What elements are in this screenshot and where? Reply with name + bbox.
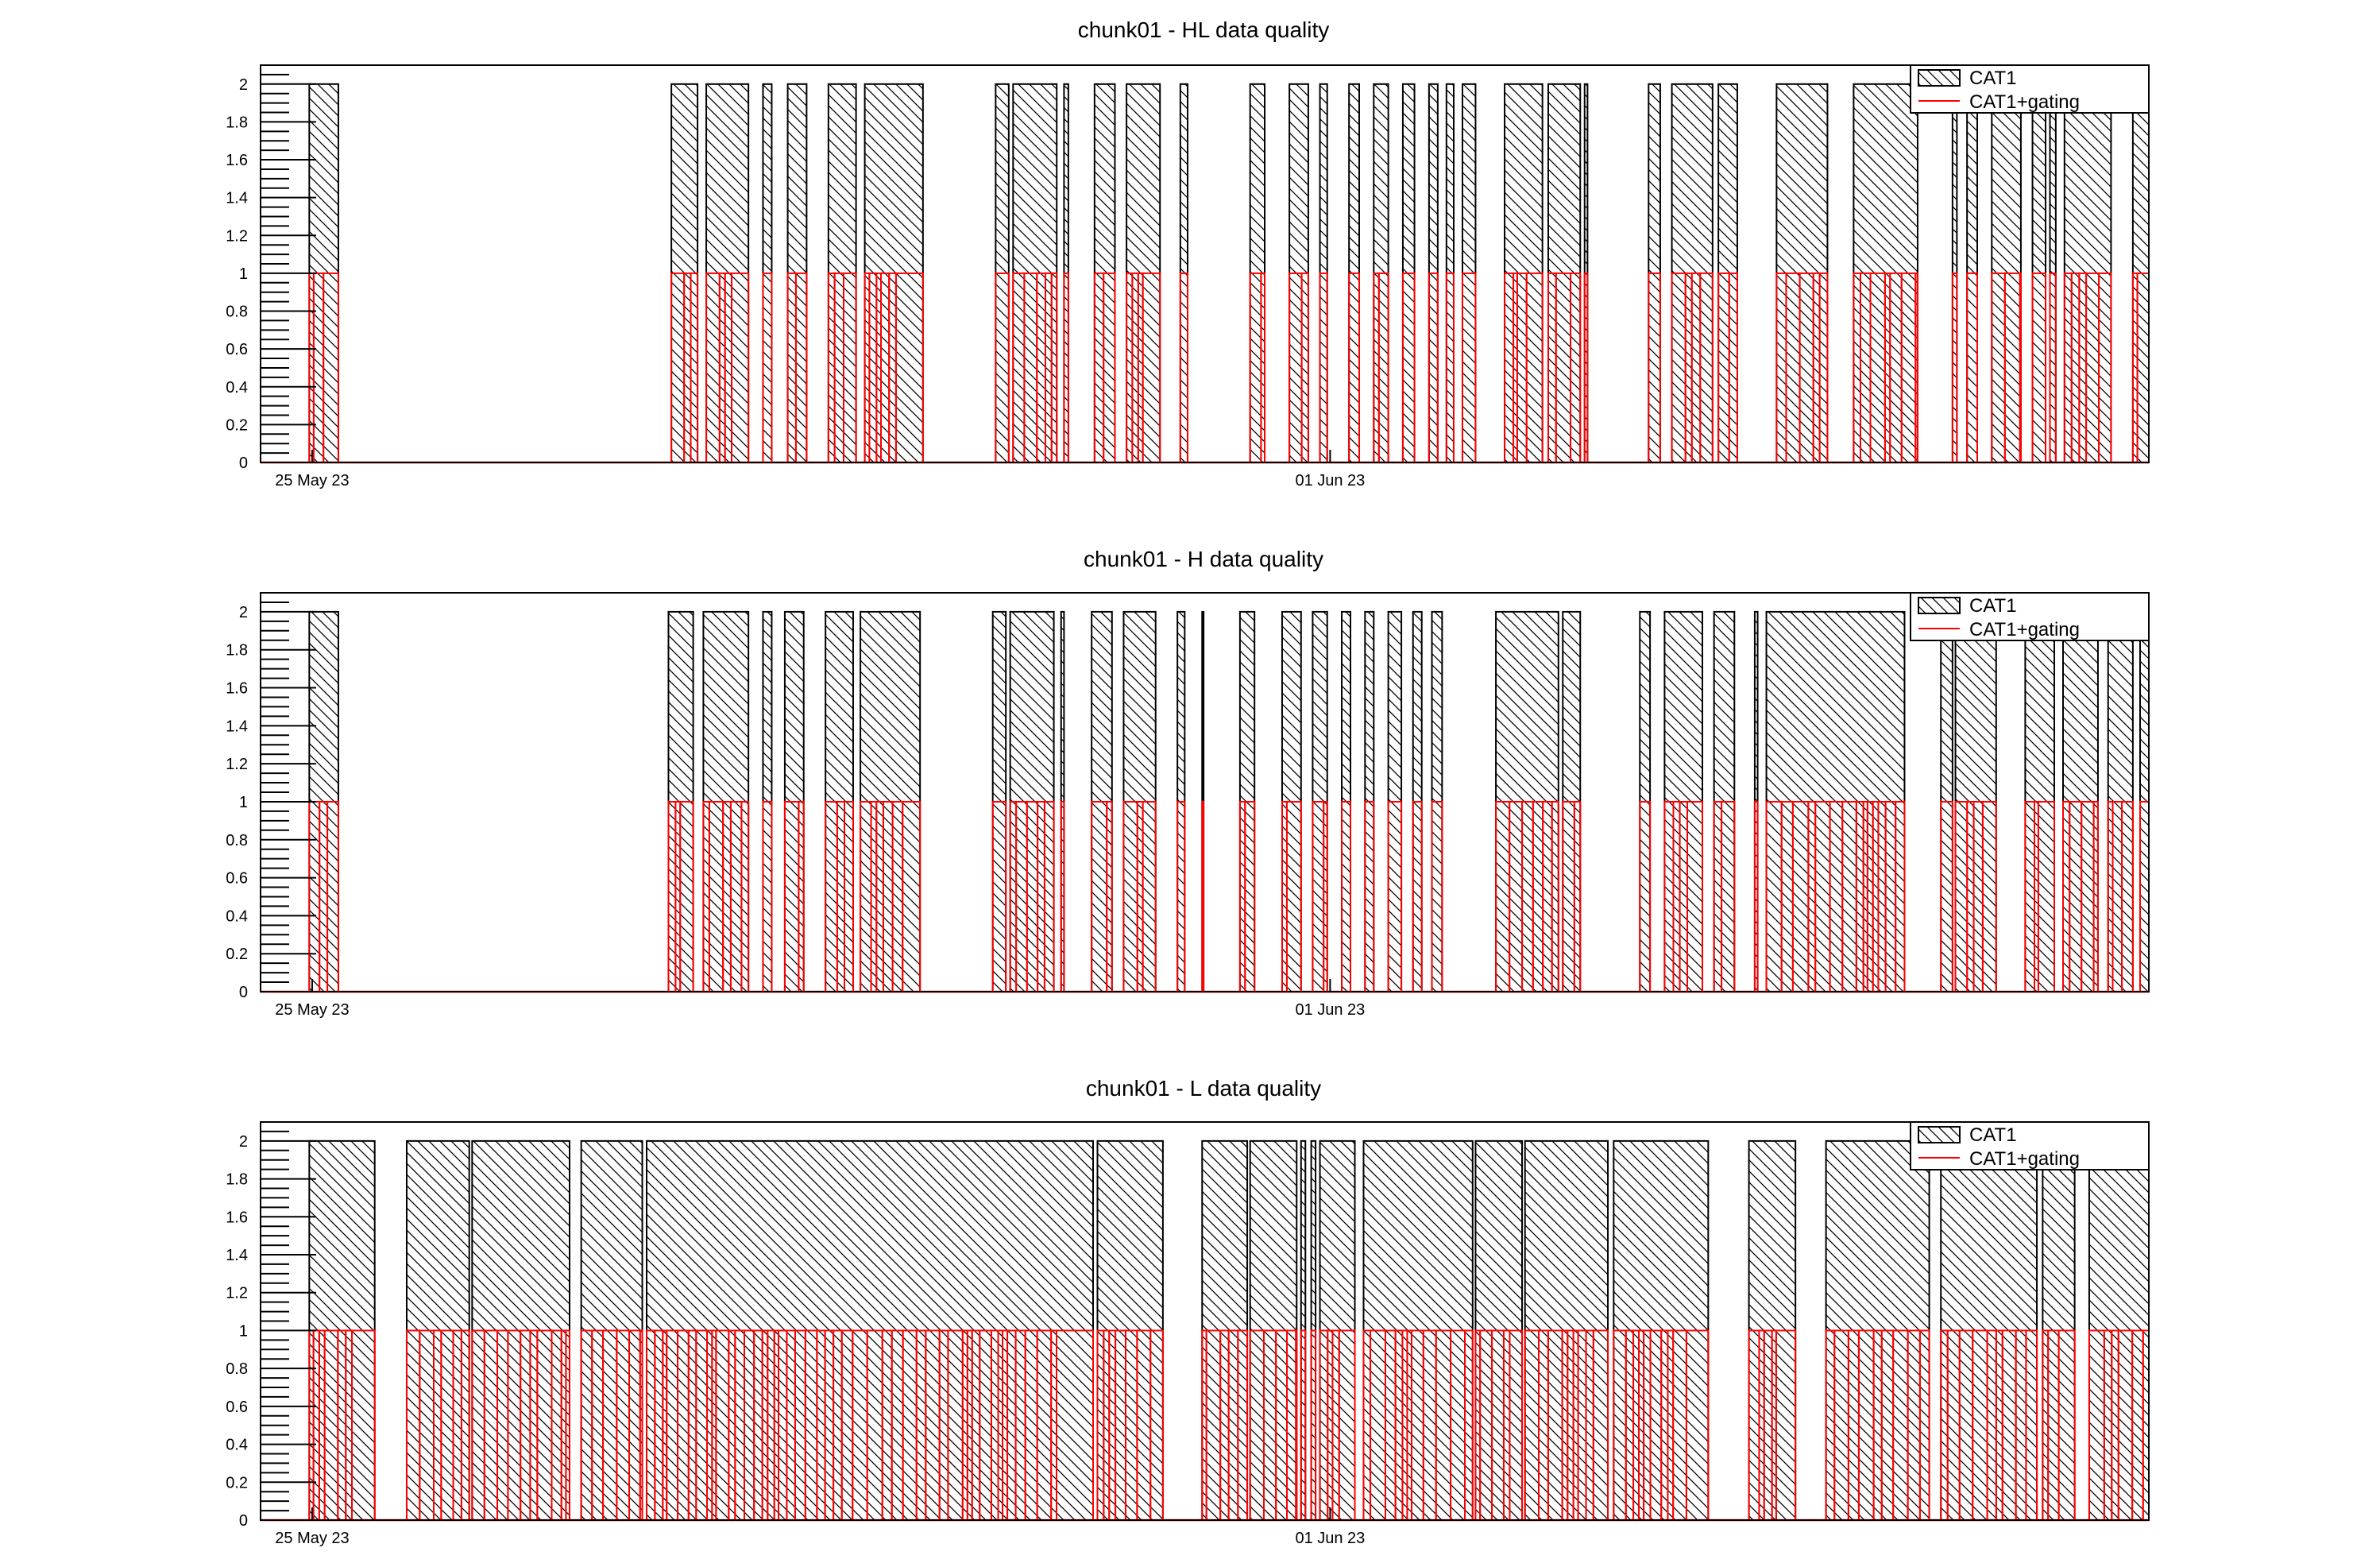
legend-box bbox=[1910, 1121, 2150, 1170]
x-tick-label: 25 May 23 bbox=[275, 1001, 349, 1019]
legend-swatch-cat1 bbox=[1918, 69, 1961, 87]
y-tick-label: 2 bbox=[239, 76, 248, 94]
y-tick-label: 0.4 bbox=[226, 1437, 248, 1454]
y-tick-label: 0.6 bbox=[226, 1399, 248, 1416]
axes: 0 0.2 0.4 0.6 0.8 1 1.2 1.4 1.6 1.8 2 25 May 23 01 J… bbox=[226, 592, 2150, 1019]
legend: CAT1 CAT1+gating bbox=[1910, 592, 2150, 641]
y-tick-label: 1.4 bbox=[226, 718, 248, 735]
y-tick-label: 2 bbox=[239, 604, 248, 621]
y-tick-label: 1.8 bbox=[226, 642, 248, 660]
chart-title: chunk01 - HL data quality bbox=[1078, 17, 1330, 42]
y-tick-label: 0.6 bbox=[226, 341, 248, 358]
y-tick-label: 1 bbox=[239, 1322, 248, 1340]
y-tick-label: 0 bbox=[239, 984, 248, 1001]
x-tick-label: 25 May 23 bbox=[275, 1530, 349, 1547]
y-tick-label: 0.4 bbox=[226, 907, 248, 925]
legend-label-cat1: CAT1 bbox=[1969, 68, 2017, 89]
y-tick-label: 0.6 bbox=[226, 870, 248, 888]
legend-label-gating: CAT1+gating bbox=[1969, 91, 2080, 113]
y-tick-label: 1.4 bbox=[226, 1247, 248, 1264]
y-tick-label: 0.4 bbox=[226, 379, 248, 397]
legend-label-gating: CAT1+gating bbox=[1969, 619, 2080, 640]
legend: CAT1 CAT1+gating bbox=[1910, 64, 2150, 114]
panel-l: chunk01 - L data quality 0 0.2 0.4 0.6 0.8 1 1… bbox=[226, 1076, 2150, 1547]
y-tick-label: 2 bbox=[239, 1133, 248, 1151]
legend-label-cat1: CAT1 bbox=[1969, 1124, 2017, 1146]
y-tick-label: 1.8 bbox=[226, 114, 248, 131]
legend-swatch-cat1 bbox=[1918, 1126, 1961, 1143]
y-tick-label: 0.8 bbox=[226, 304, 248, 321]
y-tick-label: 0 bbox=[239, 1512, 248, 1530]
x-tick-label: 01 Jun 23 bbox=[1295, 472, 1365, 489]
legend-swatch-cat1 bbox=[1918, 597, 1961, 614]
y-tick-label: 1.2 bbox=[226, 1285, 248, 1302]
y-tick-label: 1.6 bbox=[226, 680, 248, 698]
x-tick-label: 01 Jun 23 bbox=[1295, 1530, 1365, 1547]
y-tick-label: 1 bbox=[239, 265, 248, 283]
y-tick-label: 0.8 bbox=[226, 1360, 248, 1378]
panel-h: chunk01 - H data quality 0 0.2 0.4 0.6 0.8 1 1… bbox=[226, 547, 2150, 1019]
legend: CAT1 CAT1+gating bbox=[1910, 1121, 2150, 1170]
chart-title: chunk01 - H data quality bbox=[1084, 547, 1323, 571]
x-tick-label: 25 May 23 bbox=[275, 472, 349, 489]
y-tick-label: 0.2 bbox=[226, 416, 248, 434]
y-tick-label: 1.6 bbox=[226, 1209, 248, 1226]
legend-label-gating: CAT1+gating bbox=[1969, 1148, 2080, 1170]
y-tick-label: 1 bbox=[239, 794, 248, 811]
axes: 0 0.2 0.4 0.6 0.8 1 1.2 1.4 1.6 1.8 2 25 May 23 01 J… bbox=[226, 1121, 2150, 1547]
y-tick-label: 1.4 bbox=[226, 190, 248, 207]
y-tick-label: 1.6 bbox=[226, 152, 248, 169]
legend-label-cat1: CAT1 bbox=[1969, 595, 2017, 617]
gating-bar bbox=[2019, 272, 2022, 463]
chart-title: chunk01 - L data quality bbox=[1086, 1076, 1321, 1101]
y-tick-label: 0.2 bbox=[226, 1474, 248, 1492]
y-tick-label: 1.2 bbox=[226, 227, 248, 245]
axes: 0 0.2 0.4 0.6 0.8 1 1.2 1.4 1.6 1.8 2 25 May 23 01 J… bbox=[226, 64, 2150, 489]
y-tick-label: 0.2 bbox=[226, 946, 248, 963]
gating-bars bbox=[308, 800, 2150, 993]
y-tick-label: 0 bbox=[239, 455, 248, 472]
panel-hl: chunk01 - HL data quality 0 0.2 0.4 0.6 0.8 1… bbox=[226, 17, 2150, 489]
x-tick-label: 01 Jun 23 bbox=[1295, 1001, 1365, 1019]
y-tick-label: 0.8 bbox=[226, 832, 248, 849]
y-tick-label: 1.8 bbox=[226, 1171, 248, 1189]
y-tick-label: 1.2 bbox=[226, 756, 248, 773]
gating-bar bbox=[1201, 800, 1205, 993]
